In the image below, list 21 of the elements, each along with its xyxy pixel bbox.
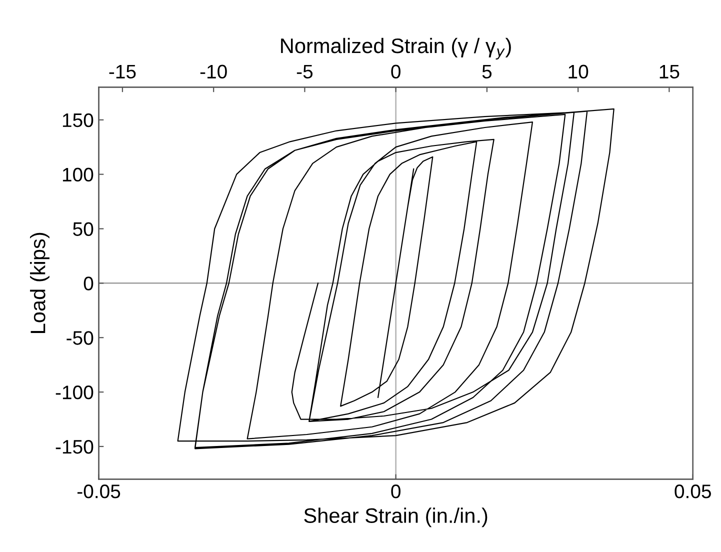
x-tick-label: 0.05: [674, 484, 711, 498]
x-axis-title: Shear Strain (in./in.): [304, 508, 488, 528]
y-tick-label: -100: [56, 386, 94, 400]
x2-tick-label: 10: [568, 64, 588, 79]
y-tick-label: 100: [62, 168, 94, 182]
y-tick-label: 150: [62, 113, 94, 128]
x2-tick-label: -10: [200, 64, 227, 79]
y-tick-label: 0: [84, 276, 94, 290]
y-tick-label: 50: [73, 222, 94, 236]
x2-tick-label: 5: [482, 64, 492, 79]
x2-tick-label: -5: [296, 64, 313, 79]
y-axis-title: Load (kips): [30, 232, 50, 333]
x-tick-label: -0.05: [77, 484, 120, 498]
y-tick-label: -50: [66, 331, 94, 345]
x2-tick-label: -15: [109, 64, 136, 79]
x-tick-label: 0: [391, 484, 400, 498]
x2-tick-label: 0: [391, 64, 400, 79]
line-series: [177, 108, 614, 450]
y-tick-label: -150: [56, 440, 94, 454]
x2-axis-title: Normalized Strain (γ / γ$_{y}$): [281, 38, 511, 60]
x2-tick-label: 15: [660, 64, 680, 79]
